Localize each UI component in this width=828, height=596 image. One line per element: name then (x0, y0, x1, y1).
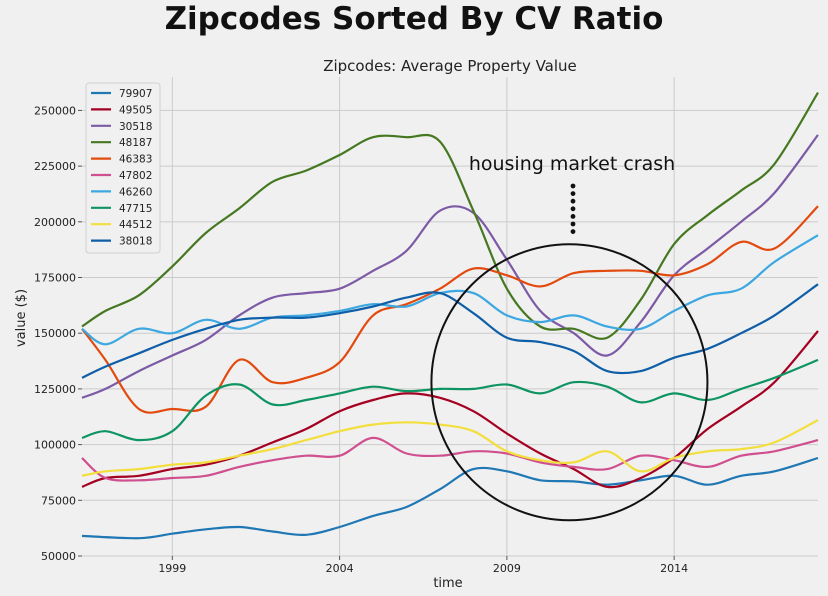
y-tick-label: 125000 (34, 383, 76, 396)
series-line-47715 (81, 358, 819, 442)
legend-label: 44512 (119, 219, 152, 231)
annotation-dot (570, 214, 576, 219)
series-line-47802 (81, 436, 819, 482)
y-tick-label: 75000 (41, 494, 76, 507)
legend: 79907 49505 30518 48187 46383 47802 46260 47715… (85, 82, 161, 254)
series-line-44512 (81, 419, 819, 477)
legend-label: 49505 (119, 104, 152, 116)
series-line-79907 (81, 456, 819, 540)
y-tick-label: 200000 (34, 216, 76, 229)
y-tick-label: 50000 (41, 550, 76, 563)
y-tick-label: 100000 (34, 439, 76, 452)
legend-label: 38018 (119, 236, 152, 248)
legend-label: 46260 (119, 186, 152, 198)
annotation-text: housing market crash (469, 153, 675, 175)
crash-circle (430, 243, 709, 522)
chart-title: Zipcodes: Average Property Value (323, 57, 577, 75)
series-line-30518 (81, 134, 819, 399)
y-tick-label: 225000 (34, 160, 76, 173)
legend-label: 48187 (119, 137, 152, 149)
axes: 50000 75000 100000 125000 150000 175000 200000… (34, 104, 688, 575)
y-tick-label: 175000 (34, 272, 76, 285)
annotation-dot (570, 221, 576, 227)
annotation-dot (570, 198, 576, 204)
y-tick-label: 250000 (34, 104, 76, 117)
x-axis-label: time (433, 576, 462, 591)
legend-label: 30518 (119, 121, 152, 133)
legend-label: 79907 (119, 88, 152, 100)
legend-label: 46383 (119, 154, 152, 166)
x-tick-label: 2014 (660, 562, 688, 575)
y-tick-label: 150000 (34, 327, 76, 340)
page-title: Zipcodes Sorted By CV Ratio (164, 1, 664, 37)
series-lines (81, 92, 819, 540)
series-line-48187 (81, 92, 819, 340)
x-tick-label: 2004 (326, 562, 354, 575)
x-tick-label: 2009 (493, 562, 521, 575)
series-line-46383 (81, 205, 819, 414)
x-tick-label: 1999 (158, 562, 186, 575)
annotation-dot (570, 229, 576, 235)
annotation-dot (570, 206, 576, 212)
y-axis-label: value ($) (14, 289, 29, 347)
annotation (430, 183, 709, 522)
series-line-49505 (81, 330, 819, 489)
series-line-38018 (81, 283, 819, 379)
legend-label: 47802 (119, 170, 152, 182)
legend-label: 47715 (119, 203, 152, 215)
annotation-dot (570, 191, 576, 197)
annotation-dot (570, 183, 576, 189)
